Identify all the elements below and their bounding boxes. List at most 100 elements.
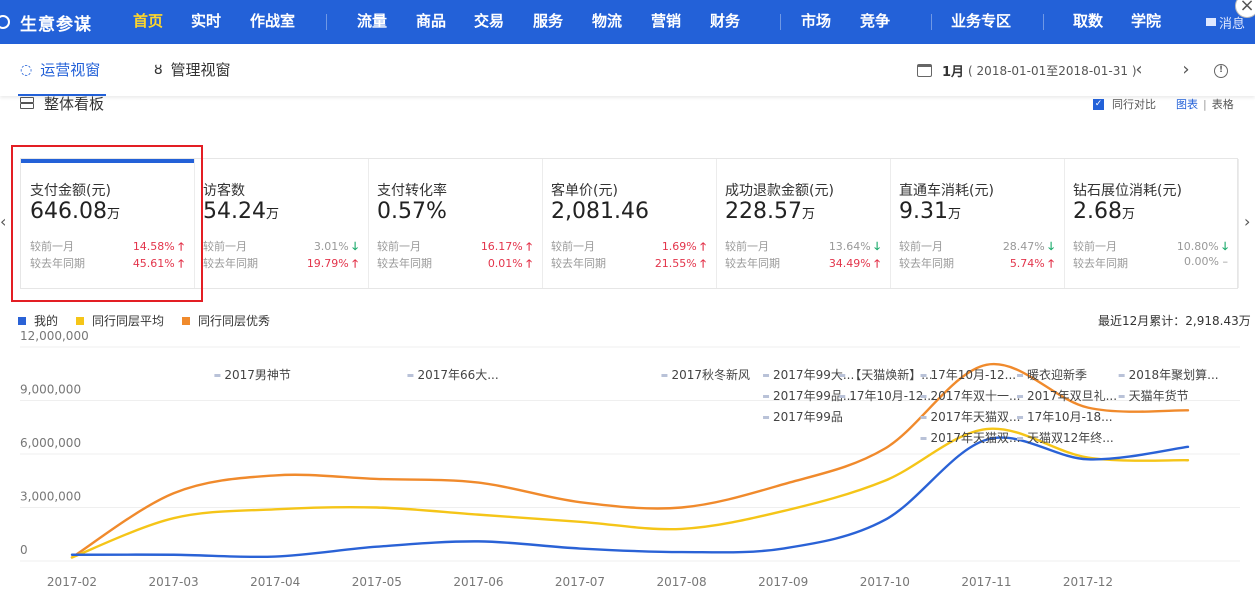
nav-item[interactable]: 服务 — [533, 12, 564, 30]
message-link[interactable]: 消息 — [1206, 0, 1245, 44]
event-annotation: 2017年99大... — [773, 368, 854, 382]
nav-item[interactable]: 流量 — [357, 12, 388, 30]
nav-item[interactable]: 实时 — [191, 12, 222, 30]
x-tick-label: 2017-10 — [860, 575, 910, 589]
nav-item[interactable]: 竞争 — [860, 12, 891, 30]
yoy-label: 较去年同期 — [203, 257, 258, 270]
mom-label: 较前一月 — [899, 240, 943, 253]
series-line — [70, 436, 1190, 559]
arrow-up-icon: 🡑 — [700, 257, 706, 270]
mom-label: 较前一月 — [30, 240, 74, 253]
arrow-up-icon: 🡑 — [178, 240, 184, 253]
kpi-value: 2.68万 — [1073, 199, 1135, 224]
legend-label: 同行同层平均 — [92, 314, 165, 328]
event-annotation: 2017年天猫双... — [931, 431, 1021, 445]
kpi-card[interactable]: 访客数 54.24万 较前一月 3.01% 🡓 较去年同期 19.79% 🡑 — [195, 159, 369, 288]
nav-item[interactable]: 业务专区 — [951, 12, 1012, 30]
layers-icon — [20, 96, 34, 111]
nav-item[interactable]: 作战室 — [250, 12, 296, 30]
event-annotation: 17年10月-12... — [849, 389, 935, 403]
yoy-change: 5.74% 🡑 — [1009, 257, 1054, 270]
kpi-value: 228.57万 — [725, 199, 815, 224]
arrow-up-icon: 🡑 — [526, 240, 532, 253]
nav-item[interactable]: 学院 — [1131, 12, 1162, 30]
nav-item[interactable]: 取数 — [1073, 12, 1104, 30]
event-annotation: 2017年99品 — [773, 410, 843, 424]
brand[interactable]: 生意参谋 — [0, 0, 92, 44]
kpi-value: 54.24万 — [203, 199, 279, 224]
date-picker[interactable]: 1月 ( 2018-01-01至2018-01-31 ) — [917, 44, 1137, 96]
y-tick-label: 3,000,000 — [20, 490, 81, 504]
chart-legend: 我的 同行同层平均 同行同层优秀 — [18, 312, 288, 329]
section-title: 整体看板 — [20, 93, 104, 114]
kpi-value: 646.08万 — [30, 199, 120, 224]
cards-next-icon[interactable]: › — [1244, 212, 1251, 231]
nav-item[interactable]: 物流 — [592, 12, 623, 30]
nav-item[interactable]: 营销 — [651, 12, 682, 30]
chart-view-link[interactable]: 图表 — [1176, 98, 1198, 111]
yoy-change: 19.79% 🡑 — [306, 257, 358, 270]
mom-label: 较前一月 — [377, 240, 421, 253]
arrow-up-icon: 🡑 — [526, 257, 532, 270]
legend-label: 我的 — [34, 314, 59, 328]
kpi-card[interactable]: 直通车消耗(元) 9.31万 较前一月 28.47% 🡓 较去年同期 5.74% 🡑 — [891, 159, 1065, 288]
yoy-change: 34.49% 🡑 — [828, 257, 880, 270]
next-period-button[interactable]: › — [1182, 59, 1190, 80]
trend-chart: 0 3,000,000 6,000,000 9,000,000 12,000,000 20… — [20, 330, 1240, 589]
nav-item[interactable]: 市场 — [801, 12, 832, 30]
x-tick-label: 2017-04 — [250, 575, 300, 589]
event-marker-icon — [763, 374, 770, 377]
info-icon[interactable]: ! — [1214, 64, 1228, 78]
legend-swatch — [18, 316, 26, 325]
prev-period-button[interactable]: ‹ — [1135, 59, 1143, 80]
series-line — [70, 362, 1190, 559]
kpi-card[interactable]: 支付转化率 0.57% 较前一月 16.17% 🡑 较去年同期 0.01% 🡑 — [369, 159, 543, 288]
kpi-card[interactable]: 支付金额(元) 646.08万 较前一月 14.58% 🡑 较去年同期 45.61% 🡑 — [21, 159, 195, 288]
event-annotation: 2017年双旦礼... — [1027, 388, 1117, 403]
tab-operations-view[interactable]: ◌ 运营视窗 — [20, 44, 100, 96]
nav-item[interactable]: 首页 — [133, 12, 164, 30]
kpi-card[interactable]: 客单价(元) 2,081.46 较前一月 1.69% 🡑 较去年同期 21.55% 🡑 — [543, 159, 717, 288]
table-view-link[interactable]: 表格 — [1211, 98, 1234, 111]
dash-icon: – — [1222, 255, 1229, 268]
kpi-label: 直通车消耗(元) — [899, 183, 994, 199]
arrow-up-icon: 🡑 — [874, 257, 880, 270]
event-marker-icon — [763, 416, 770, 419]
nav-item[interactable]: 商品 — [416, 12, 447, 30]
event-marker-icon — [1017, 374, 1024, 377]
medal-icon: ȣ — [154, 62, 163, 78]
cards-prev-icon[interactable]: ‹ — [0, 212, 7, 231]
cumulative-summary: 最近12月累计：2,918.43万 — [1098, 314, 1251, 328]
highlight-box — [11, 145, 203, 302]
nav-divider — [780, 14, 781, 30]
event-marker-icon — [1017, 416, 1024, 419]
legend-item-peer-avg[interactable]: 同行同层平均 — [76, 312, 164, 329]
event-marker-icon — [1118, 374, 1125, 377]
event-marker-icon — [920, 395, 927, 398]
event-annotation: 17年10月-12... — [931, 368, 1017, 382]
event-marker-icon — [763, 395, 770, 398]
nav-item[interactable]: 交易 — [474, 12, 505, 30]
peer-compare-checkbox[interactable]: ✓ — [1093, 98, 1104, 110]
event-annotation: 2018年聚划算... — [1129, 367, 1219, 382]
yoy-label: 较去年同期 — [1073, 257, 1128, 270]
nav-divider — [326, 14, 327, 30]
kpi-label: 支付转化率 — [377, 183, 447, 199]
kpi-card[interactable]: 成功退款金额(元) 228.57万 较前一月 13.64% 🡓 较去年同期 34.49% … — [717, 159, 891, 288]
event-annotation: 暖衣迎新季 — [1027, 367, 1087, 382]
event-marker-icon — [1017, 437, 1024, 440]
legend-item-peer-top[interactable]: 同行同层优秀 — [182, 312, 270, 329]
active-tab-underline — [18, 94, 106, 96]
tab-label: 管理视窗 — [170, 61, 231, 79]
arrow-down-icon: 🡓 — [1048, 240, 1054, 253]
view-bar: ◌ 运营视窗 ȣ 管理视窗 1月 ( 2018-01-01至2018-01-31… — [0, 44, 1255, 96]
event-marker-icon — [920, 416, 927, 419]
y-tick-label: 6,000,000 — [20, 436, 81, 450]
legend-item-mine[interactable]: 我的 — [18, 312, 58, 329]
close-icon[interactable]: × — [1235, 0, 1255, 18]
kpi-card[interactable]: 钻石展位消耗(元) 2.68万 较前一月 10.80% 🡓 较去年同期 0.00% – — [1065, 159, 1239, 288]
date-month: 1月 — [942, 64, 965, 80]
nav-item[interactable]: 财务 — [710, 12, 741, 30]
tab-management-view[interactable]: ȣ 管理视窗 — [154, 44, 231, 96]
yoy-label: 较去年同期 — [899, 257, 954, 270]
